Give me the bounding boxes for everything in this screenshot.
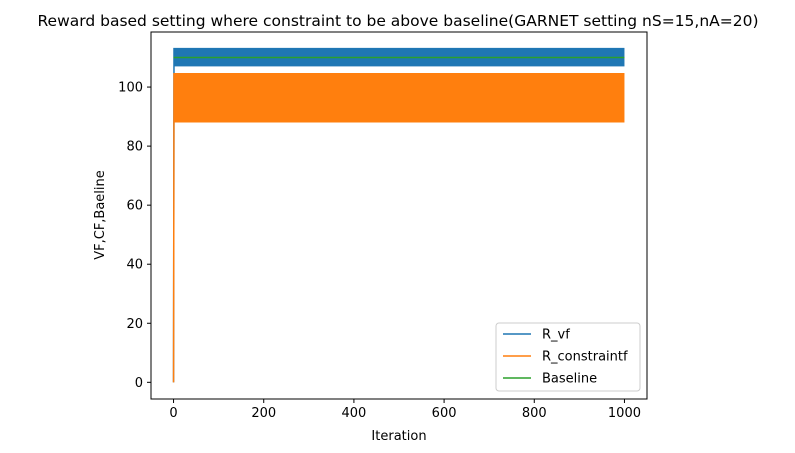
x-tick-label: 1000 [608,406,641,421]
legend-label: Baseline [542,372,597,387]
x-tick-label: 600 [432,406,457,421]
series-band [173,73,625,123]
chart-title: Reward based setting where constraint to… [37,12,758,30]
x-tick-label: 800 [522,406,547,421]
y-tick-label: 100 [118,81,143,96]
legend-box [495,322,641,392]
x-axis-ticks: 0 200 400 600 800 1000 [169,399,641,421]
x-tick-label: 0 [169,406,177,421]
series-line [172,73,625,383]
y-tick-label: 0 [135,376,143,391]
y-tick-label: 80 [126,140,143,155]
legend-label: R_constraintf [542,350,628,365]
x-tick-label: 400 [341,406,366,421]
legend: R_vf R_constraintf Baseline [495,322,641,392]
y-tick-label: 40 [126,258,143,273]
series-r-constraintf [172,73,625,383]
y-tick-label: 60 [126,199,143,214]
series-layer [172,47,625,383]
y-axis-label: VF,CF,Baeline [93,170,108,260]
x-tick-label: 200 [251,406,276,421]
x-axis-label: Iteration [371,429,426,444]
y-axis-ticks: 0 20 40 60 80 100 [118,81,151,391]
plot-frame [150,31,648,400]
y-tick-label: 20 [126,317,143,332]
legend-label: R_vf [542,328,570,343]
